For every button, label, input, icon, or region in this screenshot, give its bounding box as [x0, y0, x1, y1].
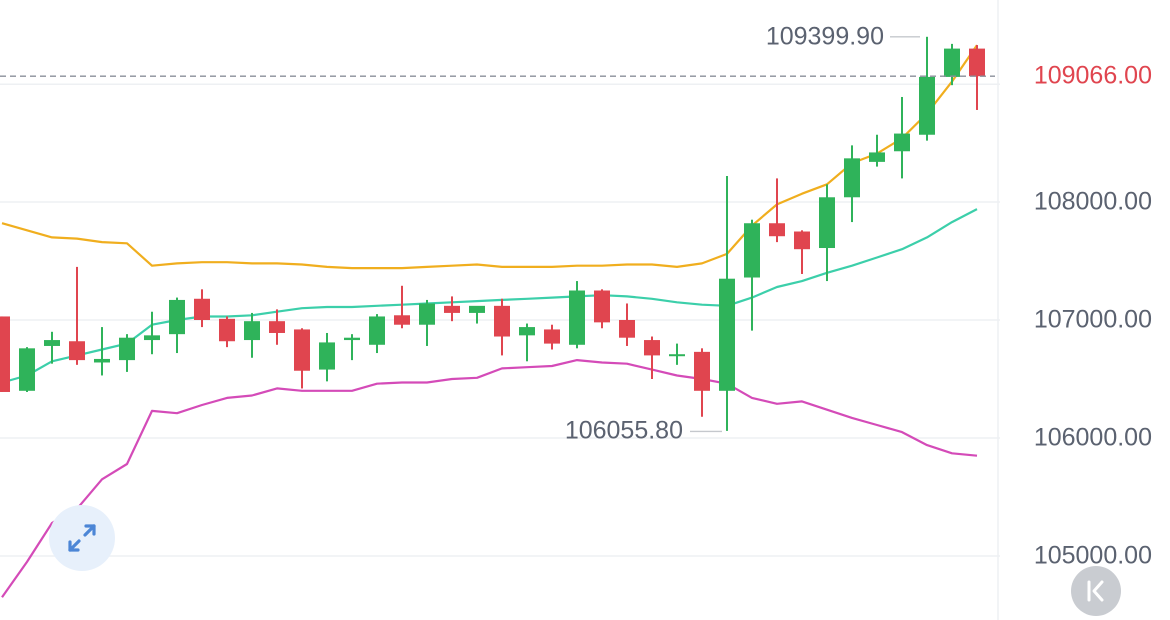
- candle: [594, 289, 610, 329]
- candle: [169, 297, 185, 354]
- candle-body: [494, 305, 510, 337]
- candle: [769, 178, 785, 243]
- candle-body: [319, 342, 335, 370]
- candle: [619, 303, 635, 346]
- candle: [644, 336, 660, 379]
- candle-body: [944, 48, 960, 77]
- candle-body: [519, 327, 535, 336]
- candle-body: [94, 358, 110, 363]
- candle-body: [469, 305, 485, 313]
- last-price-label: 109066.00: [1033, 61, 1152, 90]
- candle: [844, 145, 860, 223]
- candle-body: [694, 351, 710, 391]
- extreme-markers: [0, 36, 995, 433]
- candle: [44, 331, 60, 364]
- middle-band-line: [1, 208, 978, 384]
- candle-body: [769, 223, 785, 237]
- candle-body: [19, 348, 35, 391]
- candle-body: [169, 299, 185, 335]
- candle: [694, 348, 710, 417]
- candle: [69, 266, 85, 365]
- candle: [419, 299, 435, 346]
- candle-body: [569, 290, 585, 345]
- bollinger-bands: [1, 44, 978, 598]
- candle: [19, 347, 35, 392]
- candle-body: [619, 320, 635, 338]
- candle-body: [294, 329, 310, 371]
- y-tick-label: 105000.00: [1033, 541, 1152, 570]
- candle-body: [444, 305, 460, 313]
- candle: [194, 289, 210, 328]
- candle: [969, 45, 985, 110]
- y-tick-label: 107000.00: [1033, 305, 1152, 334]
- candle-body: [0, 316, 10, 392]
- candle: [444, 296, 460, 322]
- candle: [269, 309, 285, 345]
- candle-body: [219, 318, 235, 342]
- lower-band-line: [1, 359, 978, 598]
- y-tick-label: 108000.00: [1033, 187, 1152, 216]
- candle: [869, 134, 885, 167]
- y-tick-label: 106000.00: [1033, 423, 1152, 452]
- candle: [244, 312, 260, 358]
- candle-body: [894, 133, 910, 152]
- candle-body: [969, 48, 985, 77]
- candle: [144, 311, 160, 355]
- candle: [544, 324, 560, 350]
- candle: [569, 281, 585, 349]
- candle: [794, 230, 810, 274]
- candle-body: [244, 321, 260, 341]
- candle: [894, 96, 910, 179]
- candle-body: [344, 337, 360, 341]
- candle-body: [644, 340, 660, 356]
- candle: [394, 285, 410, 329]
- candle: [494, 298, 510, 356]
- upper-band-line: [1, 44, 978, 270]
- candle: [519, 323, 535, 362]
- candle-body: [719, 278, 735, 391]
- candle-body: [794, 231, 810, 250]
- candle-body: [369, 316, 385, 345]
- candle: [319, 332, 335, 382]
- candle-body: [544, 329, 560, 344]
- candle: [744, 219, 760, 331]
- candle-body: [594, 290, 610, 323]
- candle-body: [69, 341, 85, 361]
- candle: [369, 314, 385, 354]
- candle-body: [194, 298, 210, 320]
- candle: [344, 334, 360, 361]
- candle-body: [844, 158, 860, 198]
- candle: [294, 328, 310, 389]
- candle-body: [144, 335, 160, 341]
- candle: [819, 184, 835, 282]
- candle-body: [119, 337, 135, 361]
- expand-icon: [68, 524, 96, 552]
- expand-button[interactable]: [49, 505, 115, 571]
- scroll-to-latest-button[interactable]: [1071, 566, 1121, 616]
- candle-body: [269, 321, 285, 333]
- candle: [719, 176, 735, 431]
- candle-body: [44, 340, 60, 346]
- candle-body: [669, 354, 685, 357]
- candle: [669, 343, 685, 365]
- candle: [469, 305, 485, 324]
- candle-body: [394, 315, 410, 325]
- low-price-label: 106055.80: [564, 416, 683, 445]
- high-price-label: 109399.90: [765, 22, 884, 51]
- candle-body: [919, 76, 935, 135]
- candle: [919, 36, 935, 141]
- candle-body: [744, 223, 760, 278]
- candle: [119, 334, 135, 372]
- candle: [219, 316, 235, 348]
- collapse-left-icon: [1087, 580, 1104, 602]
- candle: [94, 327, 110, 376]
- candle: [944, 43, 960, 86]
- candle-body: [419, 303, 435, 325]
- candle-body: [869, 152, 885, 162]
- candle: [0, 316, 10, 392]
- candles: [0, 36, 985, 431]
- candle-body: [819, 197, 835, 249]
